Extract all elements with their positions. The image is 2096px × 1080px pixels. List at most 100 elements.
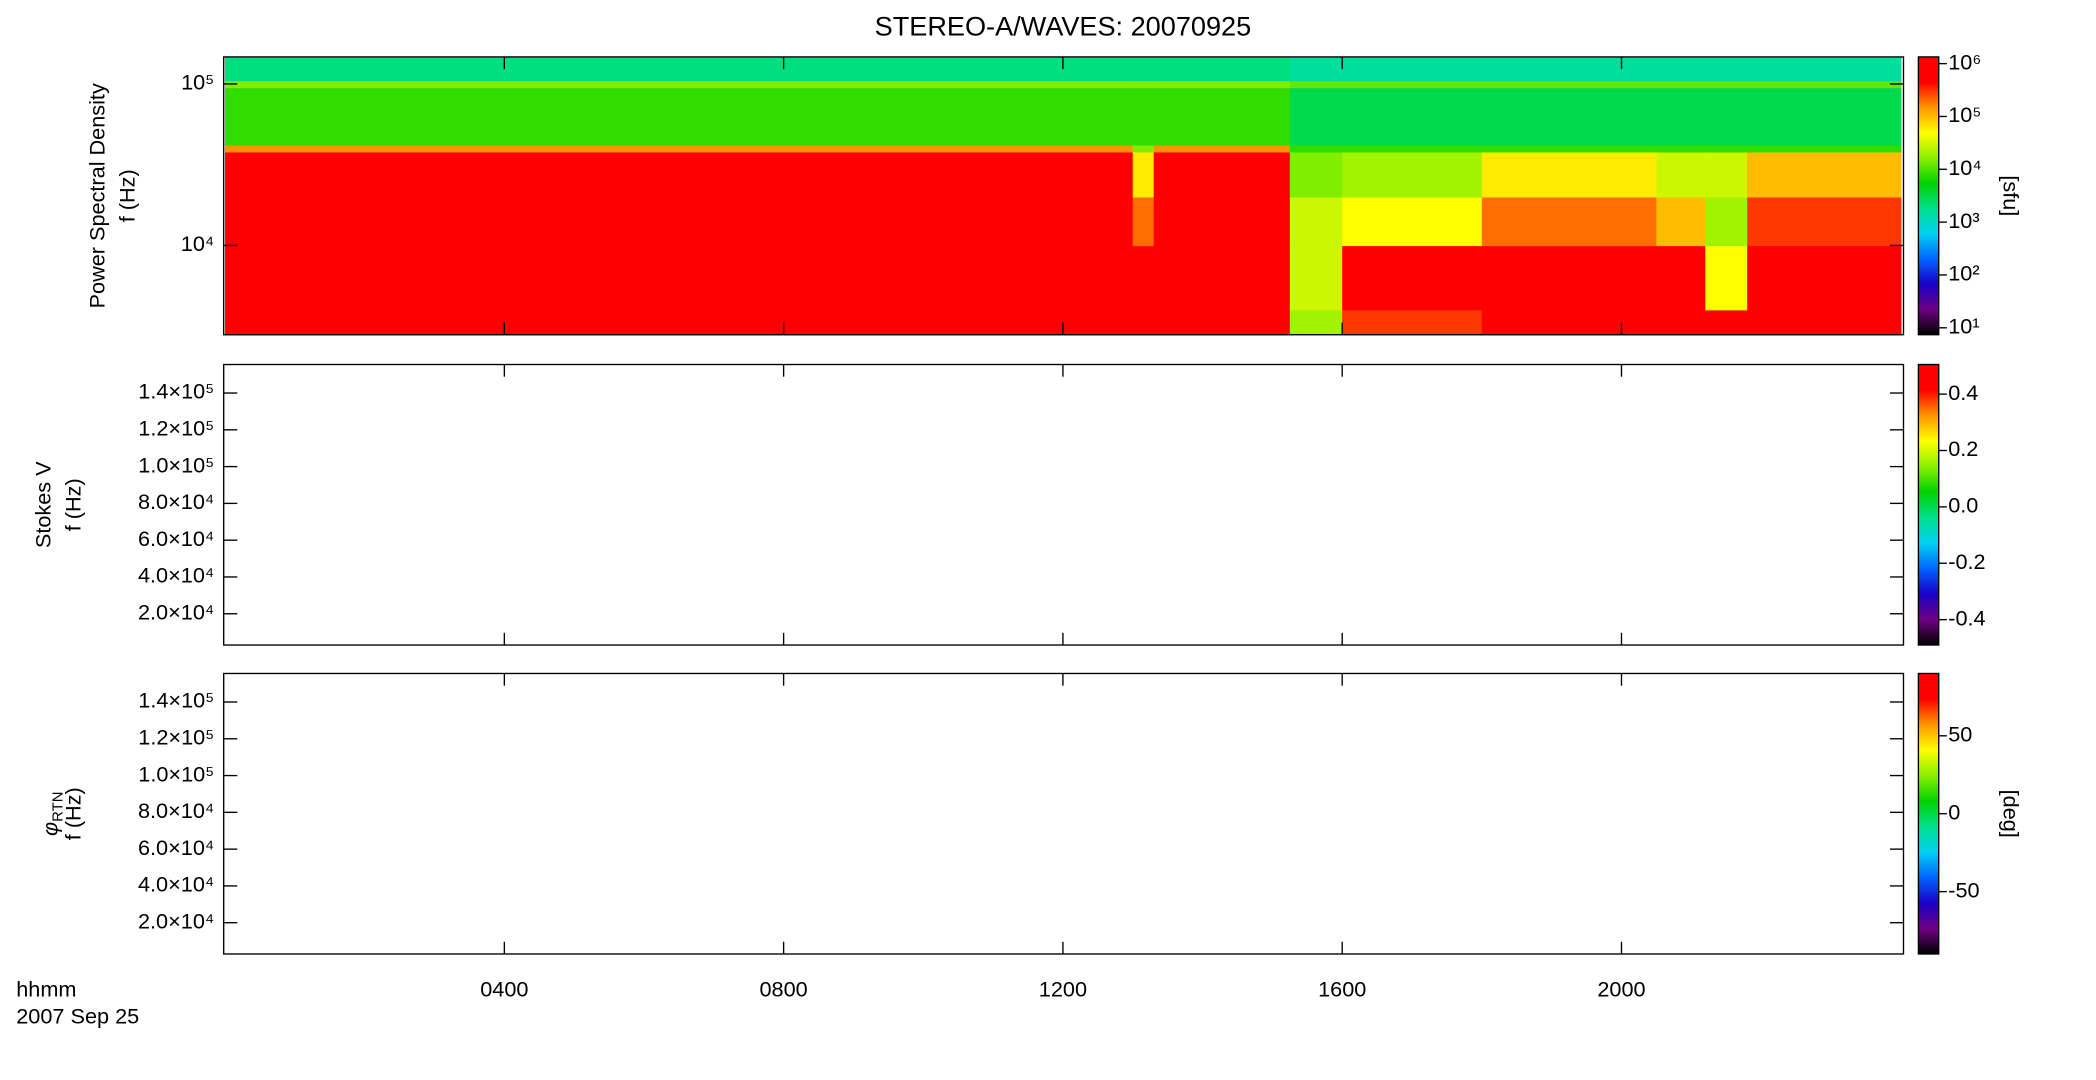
colorbar-tick-label: 10⁵	[1948, 102, 1981, 127]
heatmap-cell	[225, 245, 1134, 311]
y-tick-label: 10⁴	[181, 231, 214, 256]
heatmap-cell	[1132, 196, 1155, 247]
heatmap-cell	[1153, 309, 1291, 336]
colorbar	[1917, 363, 1940, 646]
heatmap-cell	[1705, 56, 1748, 82]
heatmap-cell	[1656, 151, 1706, 198]
heatmap-cell	[1481, 144, 1658, 153]
chart-title: STEREO-A/WAVES: 20070925	[875, 11, 1252, 42]
heatmap-cell	[1132, 80, 1155, 89]
heatmap-cell	[1342, 87, 1483, 146]
colorbar-tick-label: 0.4	[1948, 380, 1978, 405]
heatmap-cell	[1289, 309, 1343, 336]
heatmap-cell	[1342, 245, 1483, 311]
x-tick-label: 2000	[1597, 976, 1645, 1001]
y-axis-label-2: f (Hz)	[115, 169, 140, 222]
colorbar	[1917, 672, 1940, 955]
heatmap-cell	[1153, 87, 1291, 146]
heatmap-cell	[1705, 144, 1748, 153]
colorbar-tick-label: 0.0	[1948, 493, 1978, 518]
heatmap-cell	[1747, 196, 1902, 247]
heatmap-cell	[1153, 80, 1291, 89]
heatmap-cell	[1481, 87, 1658, 146]
y-tick-label: 1.0×10⁵	[138, 761, 214, 786]
heatmap-cell	[1132, 245, 1155, 311]
heatmap-cell	[1481, 56, 1658, 82]
y-tick-label: 8.0×10⁴	[138, 798, 214, 823]
colorbar-tick-label: 50	[1948, 722, 1972, 747]
x-tick-label: 0400	[480, 976, 528, 1001]
heatmap-cell	[1342, 144, 1483, 153]
heatmap-cell	[1132, 56, 1155, 82]
y-axis-label: φRTN	[37, 791, 66, 835]
y-tick-label: 2.0×10⁴	[138, 599, 214, 624]
colorbar-tick-label: 0.2	[1948, 436, 1978, 461]
y-tick-label: 1.4×10⁵	[138, 379, 214, 404]
heatmap-cell	[1132, 151, 1155, 198]
y-tick-label: 1.2×10⁵	[138, 725, 214, 750]
heatmap-cell	[225, 144, 1134, 153]
y-tick-label: 1.0×10⁵	[138, 452, 214, 477]
heatmap-cell	[1705, 309, 1748, 336]
heatmap-cell	[1342, 196, 1483, 247]
heatmap-cell	[1153, 151, 1291, 198]
heatmap-cell	[1705, 80, 1748, 89]
heatmap-cell	[225, 309, 1134, 336]
heatmap-cell	[1289, 56, 1343, 82]
heatmap-cell	[1342, 151, 1483, 198]
heatmap-cell	[1132, 144, 1155, 153]
heatmap-cell	[1656, 56, 1706, 82]
plot-frame	[223, 363, 1905, 646]
heatmap-cell	[1747, 144, 1902, 153]
colorbar-label: [deg]	[1998, 790, 2023, 838]
y-tick-label: 8.0×10⁴	[138, 489, 214, 514]
heatmap-cell	[1747, 245, 1902, 311]
colorbar-tick-label: -0.2	[1948, 549, 1985, 574]
colorbar-tick-label: 10¹	[1948, 314, 1979, 339]
colorbar-tick-label: 10²	[1948, 261, 1979, 286]
y-tick-label: 2.0×10⁴	[138, 908, 214, 933]
heatmap-cell	[1747, 80, 1902, 89]
y-axis-label: Stokes V	[30, 461, 55, 548]
colorbar	[1917, 56, 1940, 336]
heatmap-cell	[1656, 87, 1706, 146]
colorbar-tick-label: 10³	[1948, 208, 1979, 233]
heatmap-cell	[225, 151, 1134, 198]
heatmap-cell	[1289, 151, 1343, 198]
heatmap-cell	[1289, 144, 1343, 153]
heatmap-cell	[1153, 144, 1291, 153]
heatmap-cell	[1132, 309, 1155, 336]
heatmap-cell	[1342, 80, 1483, 89]
x-tick-label: 1600	[1318, 976, 1366, 1001]
date-label: 2007 Sep 25	[16, 1003, 139, 1028]
y-tick-label: 4.0×10⁴	[138, 563, 214, 588]
heatmap-cell	[1656, 309, 1706, 336]
heatmap-cell	[225, 196, 1134, 247]
heatmap-cell	[1481, 80, 1658, 89]
colorbar-tick-label: -50	[1948, 877, 1979, 902]
colorbar-tick-label: 10⁴	[1948, 155, 1981, 180]
heatmap-cell	[1289, 245, 1343, 311]
heatmap-cell	[1705, 245, 1748, 311]
heatmap-cell	[1656, 245, 1706, 311]
colorbar-label: [sfu]	[1998, 175, 2023, 216]
y-axis-label-2: f (Hz)	[60, 478, 85, 531]
heatmap-cell	[1132, 87, 1155, 146]
y-tick-label: 4.0×10⁴	[138, 872, 214, 897]
heatmap-cell	[1705, 151, 1748, 198]
heatmap-cell	[1705, 87, 1748, 146]
y-axis-label: Power Spectral Density	[85, 83, 110, 308]
heatmap-cell	[1481, 309, 1658, 336]
heatmap-cell	[1747, 56, 1902, 82]
x-tick-label: 1200	[1039, 976, 1087, 1001]
heatmap-cell	[1747, 151, 1902, 198]
colorbar-tick-label: 10⁶	[1948, 49, 1981, 74]
heatmap-cell	[1289, 80, 1343, 89]
heatmap-cell	[1289, 196, 1343, 247]
heatmap-cell	[1289, 87, 1343, 146]
colorbar-tick-label: 0	[1948, 799, 1960, 824]
x-tick-label: 0800	[760, 976, 808, 1001]
heatmap-cell	[1153, 56, 1291, 82]
